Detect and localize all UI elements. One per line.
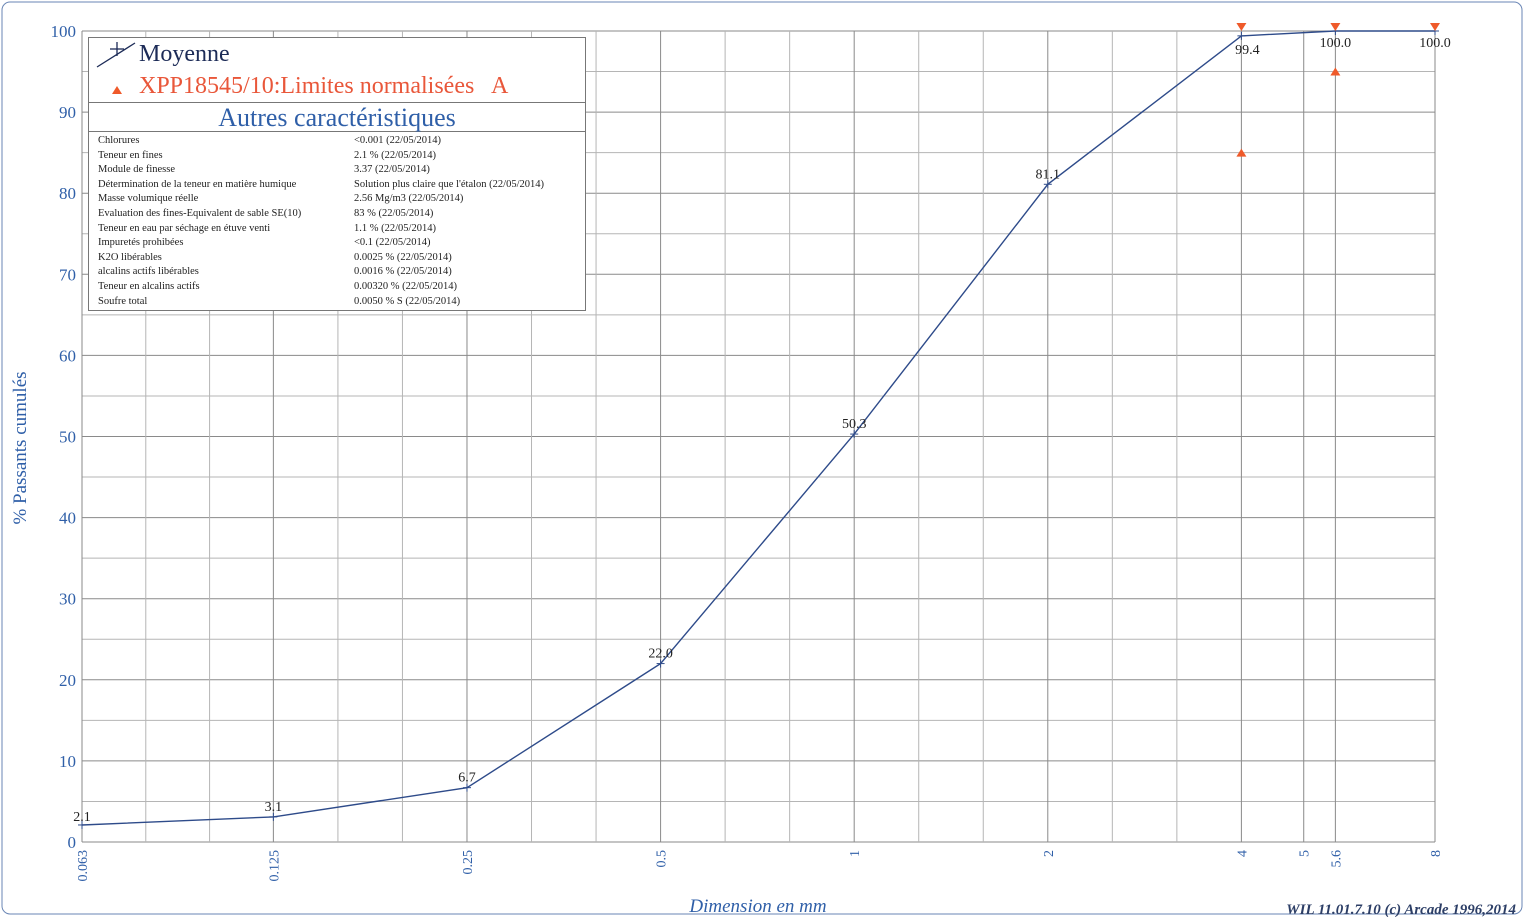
y-tick-label: 90 xyxy=(59,103,76,122)
property-name: Soufre total xyxy=(98,295,148,307)
legend-item-limits: XPP18545/10:Limites normalisées A xyxy=(89,71,585,101)
legend-box: Moyenne XPP18545/10:Limites normalisées … xyxy=(88,37,586,311)
property-value: 1.1 % (22/05/2014) xyxy=(354,222,436,234)
y-axis-ticks: 0 10 20 30 40 50 60 70 80 90 100 xyxy=(51,22,77,852)
cross-line-icon xyxy=(96,42,136,68)
y-tick-label: 30 xyxy=(59,590,76,609)
y-tick-label: 70 xyxy=(59,265,76,284)
data-label: 22.0 xyxy=(648,647,673,662)
property-value: <0.1 (22/05/2014) xyxy=(354,237,431,249)
property-value: 0.0050 % S (22/05/2014) xyxy=(354,295,461,307)
property-value: 0.0025 % (22/05/2014) xyxy=(354,251,452,263)
property-name: Impuretés prohibées xyxy=(98,237,184,249)
property-value: <0.001 (22/05/2014) xyxy=(354,135,441,146)
data-label: 81.1 xyxy=(1036,167,1061,182)
series-layer: 2.1 3.1 6.7 22.0 50.3 81.1 99.4 100.0 100.0 xyxy=(73,23,1451,829)
legend-mean-label: Moyenne xyxy=(139,41,230,67)
footer-note: WIL 11.01.7.10 (c) Arcade 1996,2014 xyxy=(1286,902,1516,917)
x-tick-label: 2 xyxy=(1042,850,1057,857)
property-value: 2.1 % (22/05/2014) xyxy=(354,149,436,161)
property-name: alcalins actifs libérables xyxy=(98,266,199,278)
x-tick-label: 0.25 xyxy=(461,850,476,875)
data-label: 2.1 xyxy=(73,810,91,825)
y-tick-label: 60 xyxy=(59,346,76,365)
property-row: Soufre total 0.0050 % S (22/05/2014) xyxy=(89,295,585,310)
y-tick-label: 50 xyxy=(59,428,76,447)
property-row: Impuretés prohibées <0.1 (22/05/2014) xyxy=(89,236,585,251)
x-tick-label: 0.125 xyxy=(267,850,282,882)
x-tick-label: 0.5 xyxy=(655,850,670,868)
property-row: K2O libérables 0.0025 % (22/05/2014) xyxy=(89,251,585,266)
limit-upper-marker xyxy=(1236,23,1247,31)
limit-lower-marker xyxy=(1236,148,1247,157)
property-value: 2.56 Mg/m3 (22/05/2014) xyxy=(354,193,464,205)
property-value: Solution plus claire que l'étalon (22/05… xyxy=(354,178,544,190)
x-tick-label: 5.6 xyxy=(1329,850,1344,868)
property-row: Evaluation des fines-Equivalent de sable… xyxy=(89,207,585,222)
property-name: Teneur en eau par séchage en étuve venti xyxy=(98,222,271,234)
y-tick-label: 40 xyxy=(59,509,76,528)
x-axis-ticks: 0.063 0.125 0.25 0.5 1 2 4 5 5.6 8 xyxy=(76,850,1444,882)
property-name: K2O libérables xyxy=(98,251,162,263)
property-name: Teneur en alcalins actifs xyxy=(98,280,200,292)
property-row: Teneur en alcalins actifs 0.00320 % (22/0… xyxy=(89,280,585,295)
property-name: Masse volumique réelle xyxy=(98,193,199,205)
property-row: Module de finesse 3.37 (22/05/2014) xyxy=(89,163,585,178)
y-tick-label: 80 xyxy=(59,184,76,203)
property-name: Chlorures xyxy=(98,135,140,146)
other-characteristics-title: Autres caractéristiques xyxy=(89,102,585,132)
limit-upper-marker xyxy=(1430,23,1440,31)
limit-lower-marker xyxy=(1330,67,1341,76)
x-tick-label: 1 xyxy=(848,850,863,857)
property-name: Teneur en fines xyxy=(98,149,163,161)
data-label: 99.4 xyxy=(1235,43,1260,58)
property-value: 3.37 (22/05/2014) xyxy=(354,164,430,176)
y-tick-label: 100 xyxy=(51,22,77,41)
data-label: 100.0 xyxy=(1419,36,1451,51)
y-axis-title: % Passants cumulés xyxy=(10,371,31,524)
property-row: Masse volumique réelle 2.56 Mg/m3 (22/05/… xyxy=(89,192,585,207)
property-value: 83 % (22/05/2014) xyxy=(354,207,434,219)
property-name: Evaluation des fines-Equivalent de sable… xyxy=(98,207,302,219)
legend-divider xyxy=(89,102,585,103)
property-name: Module de finesse xyxy=(98,164,175,176)
data-label: 50.3 xyxy=(842,417,867,432)
legend-item-mean: Moyenne xyxy=(89,39,585,69)
x-tick-label: 5 xyxy=(1298,850,1313,857)
property-row: alcalins actifs libérables 0.0016 % (22/0… xyxy=(89,265,585,280)
y-tick-label: 10 xyxy=(59,752,76,771)
triangle-icon xyxy=(112,86,122,94)
data-label: 3.1 xyxy=(265,800,283,815)
x-tick-label: 8 xyxy=(1429,850,1444,857)
property-value: 0.00320 % (22/05/2014) xyxy=(354,280,457,292)
x-tick-label: 0.063 xyxy=(76,850,91,882)
property-row: Teneur en fines 2.1 % (22/05/2014) xyxy=(89,149,585,164)
data-label: 6.7 xyxy=(458,771,476,786)
y-tick-label: 20 xyxy=(59,671,76,690)
property-row: Chlorures <0.001 (22/05/2014) xyxy=(89,134,585,149)
property-row: Détermination de la teneur en matière hu… xyxy=(89,178,585,193)
legend-limits-label: XPP18545/10:Limites normalisées A xyxy=(139,73,509,99)
y-tick-label: 0 xyxy=(68,833,77,852)
limit-upper-marker xyxy=(1330,23,1341,31)
properties-table: Chlorures <0.001 (22/05/2014) Teneur en fi… xyxy=(89,134,585,309)
data-label: 100.0 xyxy=(1320,36,1352,51)
property-name: Détermination de la teneur en matière hu… xyxy=(98,178,297,190)
x-axis-title: Dimension en mm xyxy=(688,896,826,917)
property-value: 0.0016 % (22/05/2014) xyxy=(354,266,452,278)
x-tick-label: 4 xyxy=(1235,850,1250,857)
property-row: Teneur en eau par séchage en étuve venti… xyxy=(89,222,585,237)
